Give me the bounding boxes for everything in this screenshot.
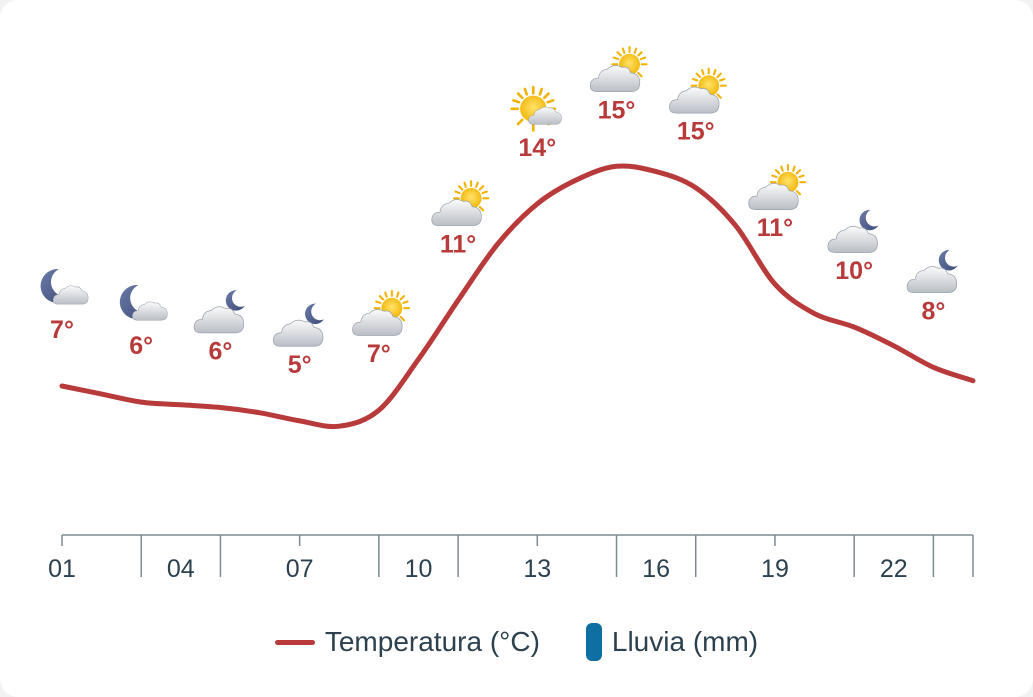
legend-rain-label: Lluvia (mm) [611,626,759,657]
legend-temperature[interactable]: Temperatura (°C) [274,626,540,658]
temperature-label: 7° [367,340,391,368]
legend-rain[interactable]: Lluvia (mm) [585,623,759,661]
legend-temperature-label: Temperatura (°C) [324,626,540,657]
temperature-label: 8° [921,297,945,325]
temperature-label: 11° [440,230,476,258]
temperature-label: 15° [598,96,636,124]
x-axis: 01 04 07 10 13 16 19 22 [48,534,974,583]
cloud-moon-icon [906,250,958,294]
cloud-moon-icon [273,303,324,347]
cloud-sun-icon [589,46,648,93]
cloud-moon-icon [827,209,879,253]
temperature-labels: 7° 6° 6° 5° 7° 11° 14° 15° 15° 11° 10° 8° [50,96,945,379]
temperature-label: 14° [518,134,556,162]
weather-icons [40,46,958,347]
temperature-label: 7° [50,316,74,344]
x-tick-label: 16 [642,555,670,583]
x-tick-label: 19 [761,555,789,583]
x-tick-label: 04 [167,555,195,583]
temperature-chart: 01 04 07 10 13 16 19 22 7° 6° 6° 5° 7° 11° 14° 15° 15° 1… [40,46,976,583]
x-tick-label: 13 [523,555,551,583]
x-tick-label: 10 [405,555,433,583]
temperature-label: 5° [288,351,312,379]
cloud-sun-icon [669,67,727,114]
temperature-label: 6° [208,337,232,365]
x-tick-label: 22 [880,555,908,583]
cloud-moon-icon [193,290,245,334]
legend: Temperatura (°C) Lluvia (mm) [0,618,1033,666]
sun-cloud-icon [510,85,562,132]
moon-cloud-icon [119,285,168,321]
cloud-sun-icon [748,164,807,210]
temperature-label: 10° [835,257,873,285]
temperature-label: 6° [129,332,153,360]
cloud-sun-icon [431,180,490,227]
temperature-line [59,163,976,430]
rain-bar-swatch [585,623,602,661]
temperature-line-swatch [274,639,315,645]
moon-cloud-icon [40,268,89,305]
x-tick-label: 01 [48,555,76,583]
cloud-sun-icon [352,290,411,336]
temperature-label: 15° [677,118,715,146]
x-tick-label: 07 [286,555,314,583]
temperature-label: 11° [757,214,793,242]
